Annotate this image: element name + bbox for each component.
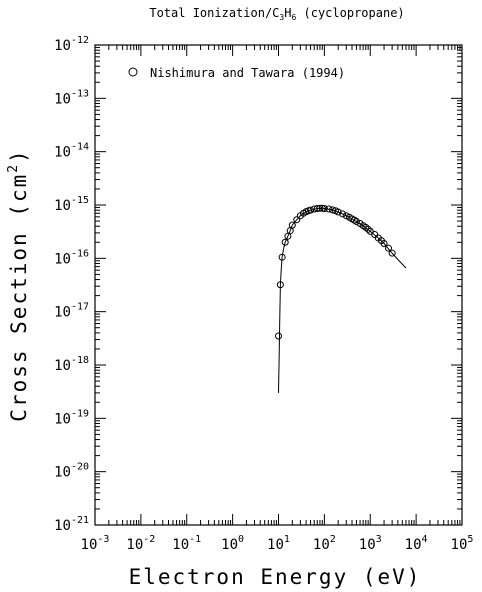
y-tick-label: 10-18: [54, 355, 89, 374]
x-axis-tick-labels: 10-3 10-2 10-1 100 101 102 103 104 105: [81, 534, 474, 553]
x-axis-ticks: [94, 45, 461, 525]
data-point: [380, 239, 388, 247]
y-tick-label: 10-14: [54, 142, 89, 161]
x-tick-label: 102: [313, 534, 336, 553]
y-tick-label: 10-15: [54, 195, 89, 214]
y-tick-label: 10-20: [54, 462, 89, 481]
legend-label: Nishimura and Tawara (1994): [150, 66, 345, 80]
y-tick-label: 10-16: [54, 248, 89, 267]
chart-title: Total Ionization/C3H6 (cyclopropane): [149, 6, 404, 22]
x-tick-label: 101: [267, 534, 290, 553]
data-point: [275, 332, 282, 340]
data-point: [307, 206, 315, 214]
y-tick-label: 10-13: [54, 88, 89, 107]
data-point: [364, 225, 372, 233]
series-layer: [275, 204, 407, 393]
x-tick-label: 105: [451, 534, 474, 553]
y-axis-title: Cross Section (cm2): [6, 148, 31, 421]
y-axis-tick-labels: 10-21 10-20 10-19 10-18 10-17 10-16 10-15 10-14…: [54, 35, 89, 534]
y-tick-label: 10-21: [54, 515, 89, 534]
x-axis-title: Electron Energy (eV): [129, 565, 422, 589]
x-tick-label: 10-2: [126, 534, 155, 553]
data-point: [388, 249, 396, 257]
plot-area: [94, 44, 463, 526]
y-tick-label: 10-12: [54, 35, 89, 54]
data-point: [371, 230, 379, 238]
x-tick-label: 10-1: [172, 534, 201, 553]
y-tick-label: 10-17: [54, 302, 89, 321]
legend: Nishimura and Tawara (1994): [128, 66, 345, 80]
x-tick-label: 100: [221, 534, 244, 553]
data-point: [385, 244, 393, 252]
data-point: [281, 238, 289, 246]
plot-border: [94, 44, 463, 526]
fit-line: [278, 207, 407, 393]
data-point: [288, 221, 296, 229]
data-point: [352, 218, 360, 226]
y-tick-label: 10-19: [54, 408, 89, 427]
legend-marker: [128, 67, 138, 77]
x-tick-label: 10-3: [81, 534, 110, 553]
data-point: [293, 216, 301, 224]
x-tick-label: 103: [359, 534, 382, 553]
x-tick-label: 104: [405, 534, 428, 553]
y-axis-ticks: [95, 46, 462, 526]
data-point: [339, 210, 347, 218]
data-point: [334, 208, 342, 216]
